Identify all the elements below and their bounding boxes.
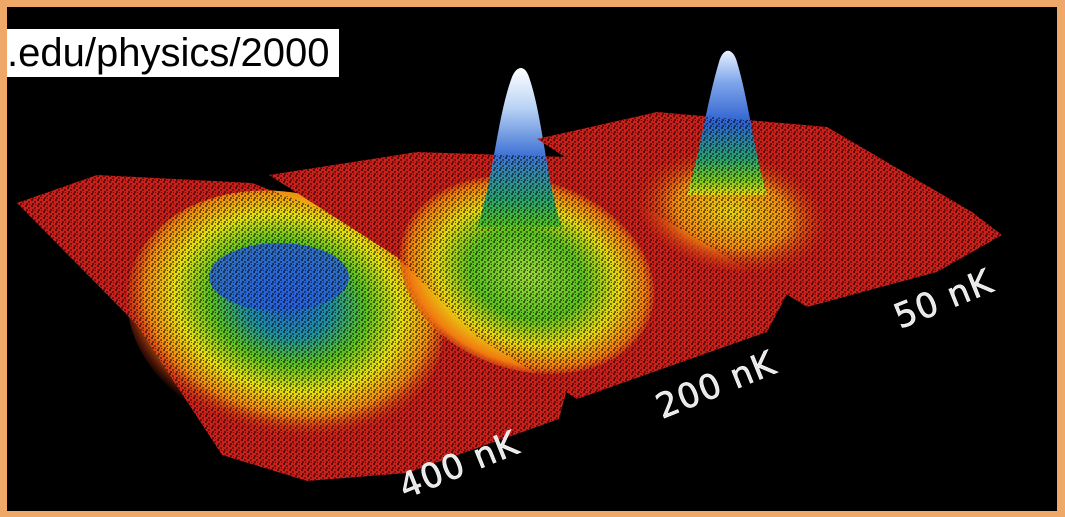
panel-400nk — [17, 175, 567, 481]
panel-50nk — [537, 50, 1002, 307]
bec-density-plot: 400 nK 200 nK 50 nK — [17, 50, 1002, 508]
source-url-caption: .edu/physics/2000 — [7, 29, 340, 77]
